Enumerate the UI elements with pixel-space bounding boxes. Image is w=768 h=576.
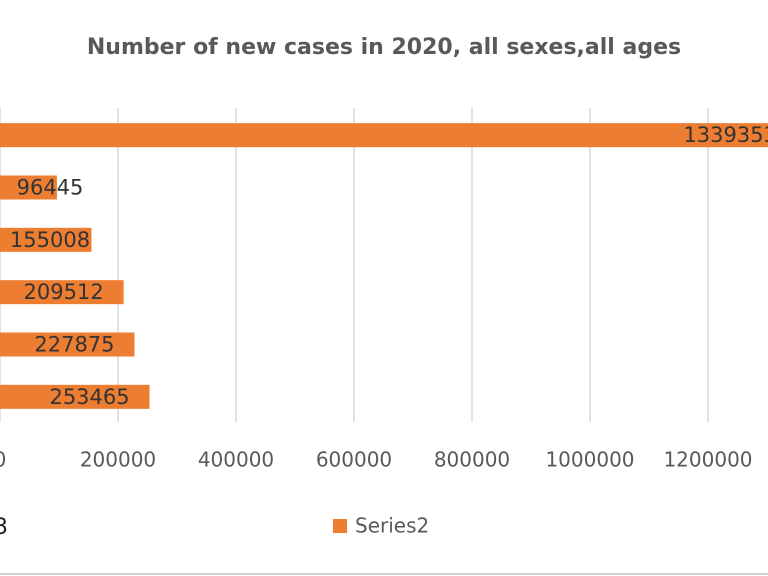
x-tick-label: 1000000 (545, 448, 634, 472)
chart-title: Number of new cases in 2020, all sexes,a… (87, 35, 681, 60)
bar (0, 123, 768, 148)
data-label: 209512 (24, 280, 104, 304)
legend-label: Series2 (355, 514, 429, 538)
x-tick-label: 0 (0, 448, 6, 472)
data-label: 253465 (49, 385, 129, 409)
legend-swatch (333, 519, 347, 533)
x-tick-label: 1200000 (663, 448, 752, 472)
bar (0, 175, 57, 200)
bar (0, 227, 92, 252)
bar (0, 280, 124, 305)
bars: 1339353 96445 155008 209512 227875 253465 (0, 123, 768, 409)
data-label: 155008 (10, 228, 90, 252)
x-tick-label: 600000 (316, 448, 392, 472)
data-label: 227875 (34, 333, 114, 357)
data-label: 96445 (17, 176, 84, 200)
x-tick-label: 800000 (434, 448, 510, 472)
data-label: 1339353 (683, 123, 768, 147)
bar (0, 332, 135, 357)
grid: 0 200000 400000 600000 800000 1000000 1200000 (0, 108, 753, 472)
annotation: 3 (0, 515, 8, 540)
bar (0, 384, 150, 409)
x-tick-label: 200000 (80, 448, 156, 472)
x-tick-label: 400000 (198, 448, 274, 472)
